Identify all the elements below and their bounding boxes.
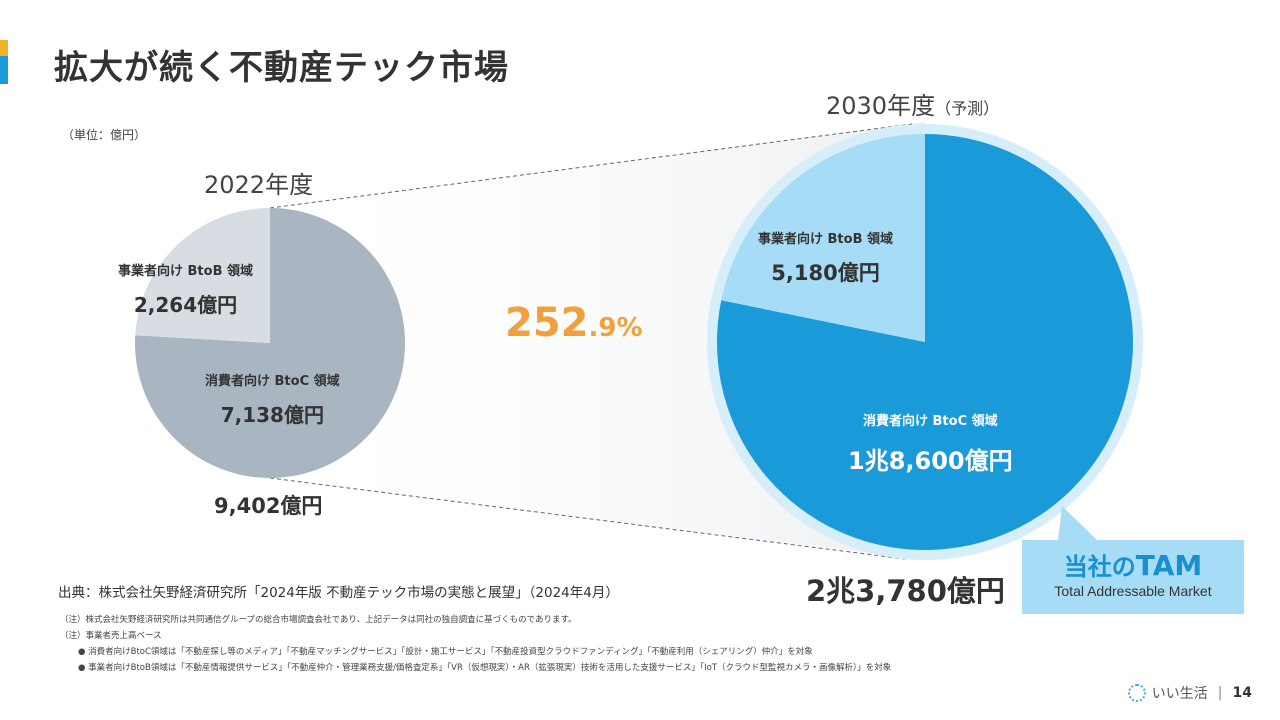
year-2030-title: 2030年度 <box>826 92 936 120</box>
footnote-btoc: ● 消費者向けBtoC領域は「不動産探し等のメディア」「不動産マッチングサービス… <box>78 647 813 657</box>
footnote-2: （注）事業者売上高ベース <box>60 631 162 641</box>
right-btob-name: 事業者向け BtoB 領域 <box>758 232 894 247</box>
accent-bar-yellow <box>0 40 8 56</box>
accent-bar <box>0 40 8 84</box>
tam-title-prefix: 当社の <box>1063 553 1136 581</box>
brand-logo-icon <box>1127 684 1146 702</box>
left-btoc-value: 7,138億円 <box>220 403 324 427</box>
left-btob-value: 2,264億円 <box>133 293 238 317</box>
right-btoc-name: 消費者向け BtoC 領域 <box>862 414 998 429</box>
pie-2022-slice-btoc <box>134 208 405 479</box>
right-btob-value: 5,180億円 <box>771 261 880 285</box>
pie-2030-slice-btob <box>721 134 925 342</box>
total-2030: 2兆3,780億円 <box>806 574 1005 608</box>
left-btob-label: 事業者向け BtoB 領域 2,264億円 <box>118 260 253 318</box>
page-number: 14 <box>1232 685 1252 701</box>
tam-callout: 当社のTAM Total Addressable Market <box>1022 540 1244 614</box>
footnote-1: （注）株式会社矢野経済研究所は共同通信グループの総合市場調査会社であり、上記デー… <box>60 615 577 625</box>
connector-bottom <box>269 477 906 560</box>
tam-title-big: TAM <box>1135 549 1203 582</box>
page-title: 拡大が続く不動産テック市場 <box>54 48 509 88</box>
brand-name: いい生活 <box>1151 686 1208 702</box>
left-btoc-label: 消費者向け BtoC 領域 7,138億円 <box>205 370 340 428</box>
unit-label: （単位：億円） <box>62 128 147 142</box>
growth-main: 252 <box>505 300 589 346</box>
growth-decimal: .9% <box>588 313 643 343</box>
footnotes: （注）株式会社矢野経済研究所は共同通信グループの総合市場調査会社であり、上記デー… <box>60 612 891 676</box>
tam-subtitle: Total Addressable Market <box>1054 583 1212 599</box>
source-citation: 出典：株式会社矢野経済研究所「2024年版 不動産テック市場の実態と展望」（20… <box>58 585 619 601</box>
pie-2030-slice-btoc <box>717 134 1134 551</box>
left-btob-name: 事業者向け BtoB 領域 <box>118 264 254 279</box>
connector-top <box>269 123 913 209</box>
footnote-btob: ● 事業者向けBtoB領域は「不動産情報提供サービス」「不動産仲介・管理業務支援… <box>78 663 892 673</box>
left-btoc-name: 消費者向け BtoC 領域 <box>205 374 340 389</box>
right-btoc-label: 消費者向け BtoC 領域 1兆8,600億円 <box>848 410 1013 476</box>
growth-rate: 252.9% <box>505 300 643 346</box>
pie-2022-slice-btob <box>135 208 270 343</box>
accent-bar-blue <box>0 56 8 84</box>
tam-title: 当社のTAM <box>1022 549 1244 582</box>
right-btob-label: 事業者向け BtoB 領域 5,180億円 <box>758 228 893 287</box>
footer-separator: | <box>1217 685 1223 701</box>
year-2030-label: 2030年度（予測） <box>826 86 999 121</box>
right-btoc-value: 1兆8,600億円 <box>848 447 1013 475</box>
pie-2030 <box>717 134 1134 551</box>
tam-pointer-triangle <box>1058 506 1098 541</box>
total-2022: 9,402億円 <box>214 494 323 518</box>
footer: いい生活 | 14 <box>1127 683 1252 703</box>
year-2022-label: 2022年度 <box>204 171 314 199</box>
year-2030-note: （予測） <box>935 99 1000 118</box>
pie-2022 <box>134 208 405 479</box>
